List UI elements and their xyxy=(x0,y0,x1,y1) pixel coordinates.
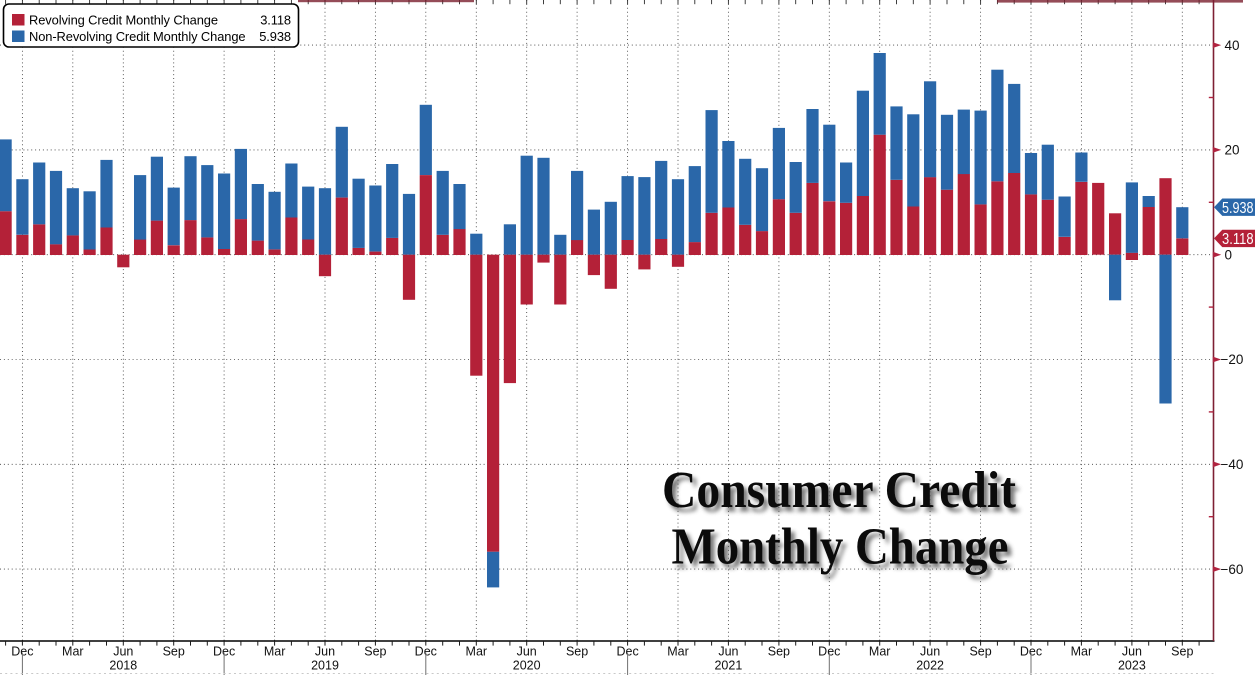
svg-text:−20: −20 xyxy=(1221,352,1244,367)
svg-text:Non-Revolving Credit Monthly C: Non-Revolving Credit Monthly Change xyxy=(29,29,245,44)
svg-text:Jun: Jun xyxy=(315,645,335,659)
svg-text:Sep: Sep xyxy=(768,645,790,659)
svg-text:40: 40 xyxy=(1225,38,1240,53)
svg-text:Mar: Mar xyxy=(62,645,84,659)
svg-text:0: 0 xyxy=(1225,247,1233,262)
svg-text:Mar: Mar xyxy=(869,645,891,659)
svg-text:Sep: Sep xyxy=(163,645,185,659)
svg-text:Dec: Dec xyxy=(1020,645,1042,659)
svg-text:2022: 2022 xyxy=(916,659,944,673)
svg-text:Sep: Sep xyxy=(969,645,991,659)
svg-text:5.938: 5.938 xyxy=(259,29,291,44)
svg-text:Dec: Dec xyxy=(415,645,437,659)
svg-text:Mar: Mar xyxy=(667,645,689,659)
svg-text:Revolving Credit Monthly Chang: Revolving Credit Monthly Change xyxy=(29,12,218,27)
svg-text:Sep: Sep xyxy=(566,645,588,659)
svg-text:Dec: Dec xyxy=(818,645,840,659)
svg-text:2019: 2019 xyxy=(311,659,339,673)
svg-text:20: 20 xyxy=(1225,143,1240,158)
svg-text:Monthly Change: Monthly Change xyxy=(676,523,1013,580)
svg-text:Jun: Jun xyxy=(517,645,537,659)
svg-text:Jun: Jun xyxy=(113,645,133,659)
svg-text:Dec: Dec xyxy=(213,645,235,659)
svg-text:Monthly Change: Monthly Change xyxy=(672,519,1009,576)
svg-text:3.118: 3.118 xyxy=(260,12,291,27)
svg-text:Mar: Mar xyxy=(264,645,286,659)
svg-text:Mar: Mar xyxy=(1071,645,1093,659)
svg-text:2018: 2018 xyxy=(109,659,137,673)
svg-text:−40: −40 xyxy=(1221,457,1244,472)
svg-text:2023: 2023 xyxy=(1118,659,1146,673)
svg-text:Sep: Sep xyxy=(1171,645,1193,659)
svg-text:Mar: Mar xyxy=(466,645,488,659)
svg-text:Consumer Credit: Consumer Credit xyxy=(666,467,1021,524)
svg-text:−60: −60 xyxy=(1221,562,1244,577)
svg-text:Jun: Jun xyxy=(1122,645,1142,659)
svg-text:3.118: 3.118 xyxy=(1222,231,1254,248)
svg-text:Dec: Dec xyxy=(616,645,638,659)
svg-text:Consumer Credit: Consumer Credit xyxy=(662,462,1017,519)
svg-text:Sep: Sep xyxy=(364,645,386,659)
svg-text:2021: 2021 xyxy=(714,659,742,673)
svg-text:Dec: Dec xyxy=(11,645,33,659)
svg-text:Jun: Jun xyxy=(920,645,940,659)
svg-text:Jun: Jun xyxy=(718,645,738,659)
svg-text:2020: 2020 xyxy=(513,659,541,673)
svg-text:5.938: 5.938 xyxy=(1222,200,1254,217)
